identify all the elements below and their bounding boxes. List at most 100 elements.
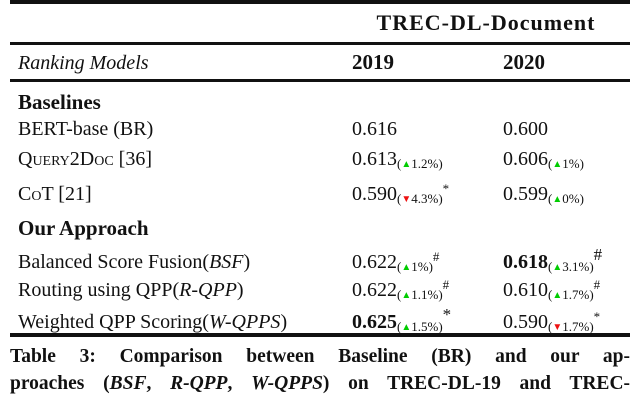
table-section: Baselines BERT-base (BR) 0.616 0.600 Query2D… (10, 82, 630, 208)
text-part: ) (236, 279, 244, 301)
score-value: 0.606 (503, 148, 548, 170)
table-caption: Table 3: Comparison between Baseline (BR… (10, 344, 630, 397)
text-part: R-QPP (179, 279, 237, 301)
cell-2020: 0.610(▲1.7%)# (503, 270, 630, 311)
cell-2019: 0.622(▲1%)# (352, 242, 503, 283)
significance-marker: # (593, 245, 603, 264)
row-label: BERT-base (BR) (10, 114, 352, 144)
text-part: BERT-base (BR) (18, 118, 154, 140)
table-top-rule (10, 0, 630, 4)
score-value: 0.613 (352, 148, 397, 170)
cell-2019: 0.625(▲1.5%)* (352, 300, 503, 343)
significance-marker: * (442, 181, 450, 196)
text-part: , (227, 372, 252, 394)
text-part: W-QPPS (208, 311, 281, 333)
text-part: Balanced Score Fusion( (18, 251, 210, 273)
score-value: 0.610 (503, 279, 548, 301)
table-row: Routing using QPP(R-QPP) 0.622(▲1.1%)# 0.6… (10, 270, 630, 302)
caption-line: Table 3: Comparison between Baseline (BR… (10, 344, 630, 371)
text-part: ) on TREC-DL-19 and TREC- (322, 372, 631, 394)
up-triangle-icon: ▲ (552, 194, 563, 205)
cell-2020: 0.600 (503, 114, 630, 144)
score-value: 0.622 (352, 251, 397, 273)
up-triangle-icon: ▲ (401, 262, 412, 273)
section-header-row: Our Approach (10, 208, 630, 240)
cell-2020: 0.606(▲1%) (503, 144, 630, 180)
delta-annotation: (▲0%) (548, 191, 584, 206)
table-rule (10, 42, 630, 45)
column-header-2019: 2019 (352, 50, 394, 74)
table-row: Balanced Score Fusion(BSF) 0.622(▲1%)# 0.6… (10, 240, 630, 274)
cell-2019: 0.616 (352, 114, 503, 144)
row-label: Weighted QPP Scoring(W-QPPS) (10, 307, 352, 337)
table-section: Our Approach Balanced Score Fusion(BSF) 0.… (10, 208, 630, 334)
section-header-row: Baselines (10, 82, 630, 114)
delta-annotation: (▲3.1%) (548, 259, 594, 274)
row-label: Routing using QPP(R-QPP) (10, 275, 352, 305)
cell-2020: 0.618(▲3.1%)# (503, 240, 630, 283)
score-value: 0.618 (503, 251, 548, 273)
text-part: Weighted QPP Scoring( (18, 311, 209, 333)
down-triangle-icon: ▼ (552, 322, 563, 333)
text-part: R-QPP (170, 372, 228, 394)
section-title: Baselines (18, 90, 101, 114)
score-value: 0.616 (352, 118, 397, 140)
score-value: 0.590 (352, 183, 397, 205)
text-part: proaches ( (10, 372, 110, 394)
cell-2019: 0.613(▲1.2%) (352, 144, 503, 180)
score-value: 0.599 (503, 183, 548, 205)
significance-marker: # (593, 277, 601, 292)
score-value: 0.625 (352, 311, 397, 333)
significance-marker: # (432, 249, 440, 264)
up-triangle-icon: ▲ (552, 262, 563, 273)
table-row: Query2Doc [36] 0.613(▲1.2%) 0.606(▲1%) (10, 144, 630, 174)
cell-2019: 0.622(▲1.1%)# (352, 270, 503, 311)
delta-annotation: (▲1%) (397, 259, 433, 274)
text-part: BSF (109, 372, 147, 394)
column-header-2020: 2020 (503, 50, 545, 74)
score-value: 0.590 (503, 311, 548, 333)
row-label: Query2Doc [36] (10, 144, 352, 174)
text-part: Routing using QPP( (18, 279, 180, 301)
row-label: Balanced Score Fusion(BSF) (10, 247, 352, 277)
table-rule (10, 79, 630, 82)
up-triangle-icon: ▲ (401, 322, 412, 333)
table-body: Baselines BERT-base (BR) 0.616 0.600 Query2D… (10, 82, 630, 334)
delta-annotation: (▲1.7%) (548, 287, 594, 302)
section-title: Our Approach (18, 216, 149, 240)
score-value: 0.622 (352, 279, 397, 301)
text-part: CoT [21] (18, 183, 92, 205)
table-row: BERT-base (BR) 0.616 0.600 (10, 114, 630, 144)
table-row: CoT [21] 0.590(▼4.3%)* 0.599(▲0%) (10, 174, 630, 206)
caption-line: proaches (BSF, R-QPP, W-QPPS) on TREC-DL… (10, 371, 630, 398)
table-group-header-row: TREC-DL-Document (10, 4, 630, 42)
up-triangle-icon: ▲ (552, 159, 563, 170)
significance-marker: # (442, 277, 450, 292)
significance-marker: * (442, 305, 452, 324)
text-part: W-QPPS (251, 372, 323, 394)
group-header-label: TREC-DL-Document (376, 10, 596, 35)
down-triangle-icon: ▼ (401, 194, 412, 205)
cell-2020: 0.590(▼1.7%)* (503, 302, 630, 343)
score-value: 0.600 (503, 118, 548, 140)
table-bottom-rule (10, 333, 630, 337)
delta-annotation: (▲1.1%) (397, 287, 443, 302)
text-part: ) (243, 251, 251, 273)
delta-annotation: (▲1%) (548, 156, 584, 171)
up-triangle-icon: ▲ (552, 290, 563, 301)
up-triangle-icon: ▲ (401, 290, 412, 301)
text-part: Table 3: Comparison between Baseline (BR… (10, 346, 630, 367)
table-column-header-row: Ranking Models 2019 2020 (10, 45, 630, 79)
cell-2020: 0.599(▲0%) (503, 179, 630, 215)
delta-annotation: (▲1.2%) (397, 156, 443, 171)
cell-2019: 0.590(▼4.3%)* (352, 174, 503, 215)
delta-annotation: (▼4.3%) (397, 191, 443, 206)
text-part: BSF (209, 251, 244, 273)
up-triangle-icon: ▲ (401, 159, 412, 170)
significance-marker: * (593, 309, 601, 324)
delta-annotation: (▲1.5%) (397, 319, 443, 334)
column-header-models: Ranking Models (18, 52, 149, 74)
results-table: TREC-DL-Document Ranking Models 2019 202… (10, 0, 630, 337)
text-part: ) (280, 311, 288, 333)
text-part: Query2Doc [36] (18, 148, 152, 170)
